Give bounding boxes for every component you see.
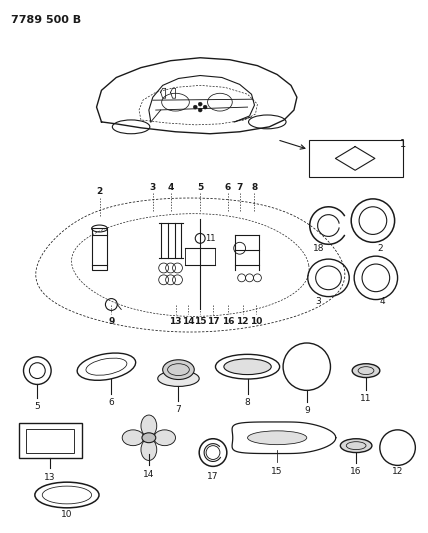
Text: 15: 15 [194, 317, 206, 326]
Text: 4: 4 [167, 182, 174, 191]
Text: 16: 16 [351, 467, 362, 476]
Text: 5: 5 [34, 402, 40, 410]
Circle shape [193, 105, 197, 109]
Text: 8: 8 [245, 398, 250, 407]
Text: 2: 2 [96, 188, 103, 197]
Text: 13: 13 [169, 317, 182, 326]
Ellipse shape [142, 433, 156, 443]
Text: 6: 6 [225, 182, 231, 191]
Ellipse shape [158, 370, 199, 386]
Bar [92, 229, 107, 270]
Text: 17: 17 [207, 472, 219, 481]
Text: 9: 9 [304, 406, 309, 415]
Text: 5: 5 [197, 182, 203, 191]
Circle shape [198, 102, 202, 106]
Ellipse shape [352, 364, 380, 377]
Text: 10: 10 [250, 317, 263, 326]
Circle shape [203, 105, 207, 109]
Bar [18, 423, 82, 458]
Text: 7: 7 [237, 182, 243, 191]
Text: 2: 2 [377, 244, 383, 253]
Text: 3: 3 [150, 182, 156, 191]
Ellipse shape [122, 430, 144, 446]
Text: 16: 16 [222, 317, 234, 326]
Text: 7: 7 [175, 405, 181, 414]
Bar [27, 429, 74, 453]
Ellipse shape [340, 439, 372, 453]
Text: 18: 18 [313, 244, 324, 253]
Ellipse shape [141, 415, 157, 437]
Bar [185, 248, 215, 265]
Text: 12: 12 [392, 467, 403, 476]
Text: 14: 14 [182, 317, 195, 326]
Text: 7789 500 B: 7789 500 B [11, 15, 81, 25]
Ellipse shape [163, 360, 194, 379]
Text: 6: 6 [108, 398, 114, 407]
Text: 3: 3 [316, 297, 321, 306]
Text: 14: 14 [143, 470, 155, 479]
Text: 15: 15 [271, 467, 283, 476]
Ellipse shape [154, 430, 175, 446]
Text: 11: 11 [360, 394, 372, 403]
Text: 12: 12 [236, 317, 249, 326]
Text: 17: 17 [207, 317, 219, 326]
Ellipse shape [141, 439, 157, 461]
Ellipse shape [247, 431, 307, 445]
Text: 8: 8 [251, 182, 258, 191]
Text: 11: 11 [205, 234, 215, 243]
Ellipse shape [224, 359, 271, 375]
Circle shape [198, 108, 202, 112]
Text: 4: 4 [380, 297, 386, 306]
Text: 9: 9 [108, 317, 115, 326]
Text: 1: 1 [399, 139, 406, 149]
Text: 13: 13 [45, 473, 56, 482]
Bar [309, 140, 402, 177]
Text: 10: 10 [61, 510, 73, 519]
